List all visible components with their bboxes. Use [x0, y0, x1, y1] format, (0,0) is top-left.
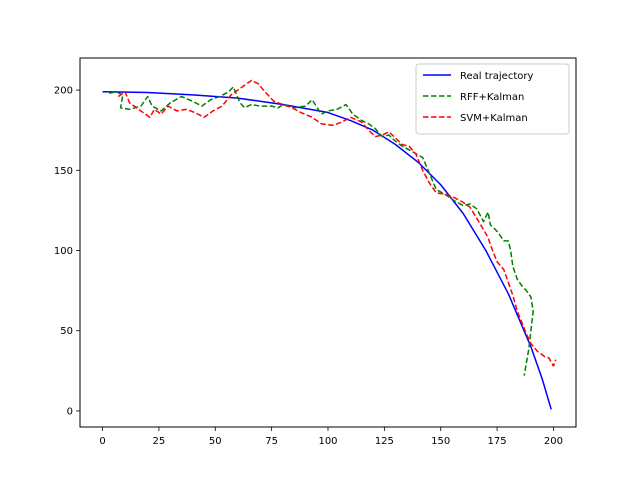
series-line-3 — [117, 79, 557, 367]
legend-label: Real trajectory — [460, 71, 533, 82]
y-tick-label: 50 — [60, 326, 73, 337]
y-tick-label: 0 — [67, 406, 73, 417]
series-line-2 — [109, 86, 534, 376]
x-tick-label: 50 — [209, 436, 222, 447]
x-axis-ticks: 0 25 50 75 100 125 150 175 200 — [99, 427, 563, 447]
series-line-1 — [102, 90, 552, 410]
x-tick-label: 0 — [99, 436, 105, 447]
x-tick-label: 125 — [375, 436, 394, 447]
series-layer — [102, 79, 557, 410]
x-tick-label: 25 — [153, 436, 166, 447]
y-axis-ticks: 0 50 100 150 200 — [54, 86, 80, 417]
x-tick-label: 175 — [488, 436, 507, 447]
x-tick-label: 200 — [544, 436, 563, 447]
x-tick-label: 75 — [265, 436, 278, 447]
y-tick-label: 200 — [54, 86, 73, 97]
legend-box — [415, 63, 570, 135]
y-tick-label: 100 — [54, 246, 73, 257]
legend-label: RFF+Kalman — [460, 92, 524, 103]
legend: Real trajectory RFF+Kalman SVM+Kalman — [415, 63, 570, 135]
y-tick-label: 150 — [54, 166, 73, 177]
x-tick-label: 100 — [318, 436, 337, 447]
x-tick-label: 150 — [431, 436, 450, 447]
legend-label: SVM+Kalman — [460, 113, 528, 124]
